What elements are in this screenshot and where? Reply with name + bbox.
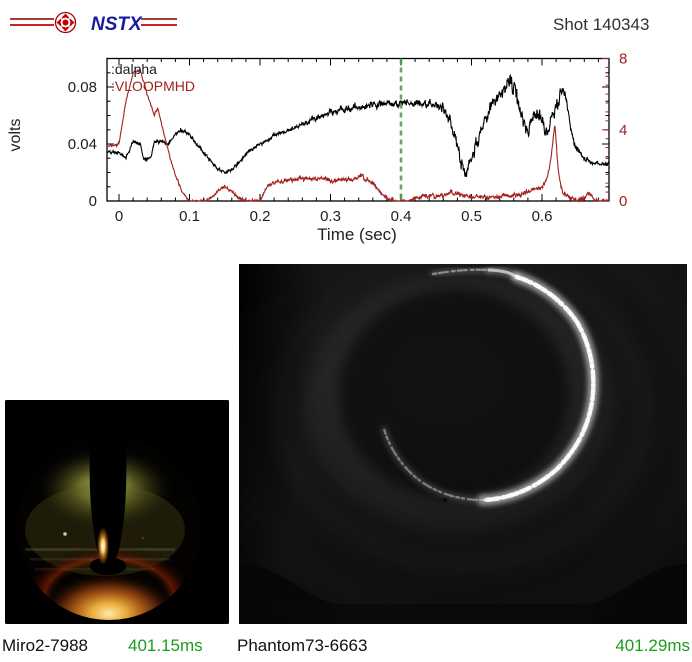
svg-text:0.3: 0.3 [320, 208, 341, 225]
svg-text:0.4: 0.4 [391, 208, 412, 225]
svg-text::dalpha: :dalpha [111, 61, 157, 77]
svg-text:0.04: 0.04 [68, 136, 97, 153]
svg-text:8: 8 [619, 51, 627, 68]
svg-text:0: 0 [619, 193, 627, 210]
svg-text:Time (sec): Time (sec) [317, 225, 397, 244]
svg-text:4: 4 [619, 122, 627, 139]
svg-text:0.5: 0.5 [461, 208, 482, 225]
svg-text:0.6: 0.6 [532, 208, 553, 225]
svg-text:401.15ms: 401.15ms [128, 636, 203, 655]
svg-text:0.2: 0.2 [250, 208, 271, 225]
svg-text:Phantom73-6663: Phantom73-6663 [237, 636, 367, 655]
svg-text:0.1: 0.1 [179, 208, 200, 225]
svg-text:401.29ms: 401.29ms [615, 636, 690, 655]
svg-text:0: 0 [115, 208, 123, 225]
svg-text:0: 0 [89, 193, 97, 210]
svg-text:Miro2-7988: Miro2-7988 [2, 636, 88, 655]
svg-text:volts: volts [7, 119, 24, 152]
svg-text:0.08: 0.08 [68, 79, 97, 96]
svg-text::VLOOPMHD: :VLOOPMHD [111, 78, 195, 94]
